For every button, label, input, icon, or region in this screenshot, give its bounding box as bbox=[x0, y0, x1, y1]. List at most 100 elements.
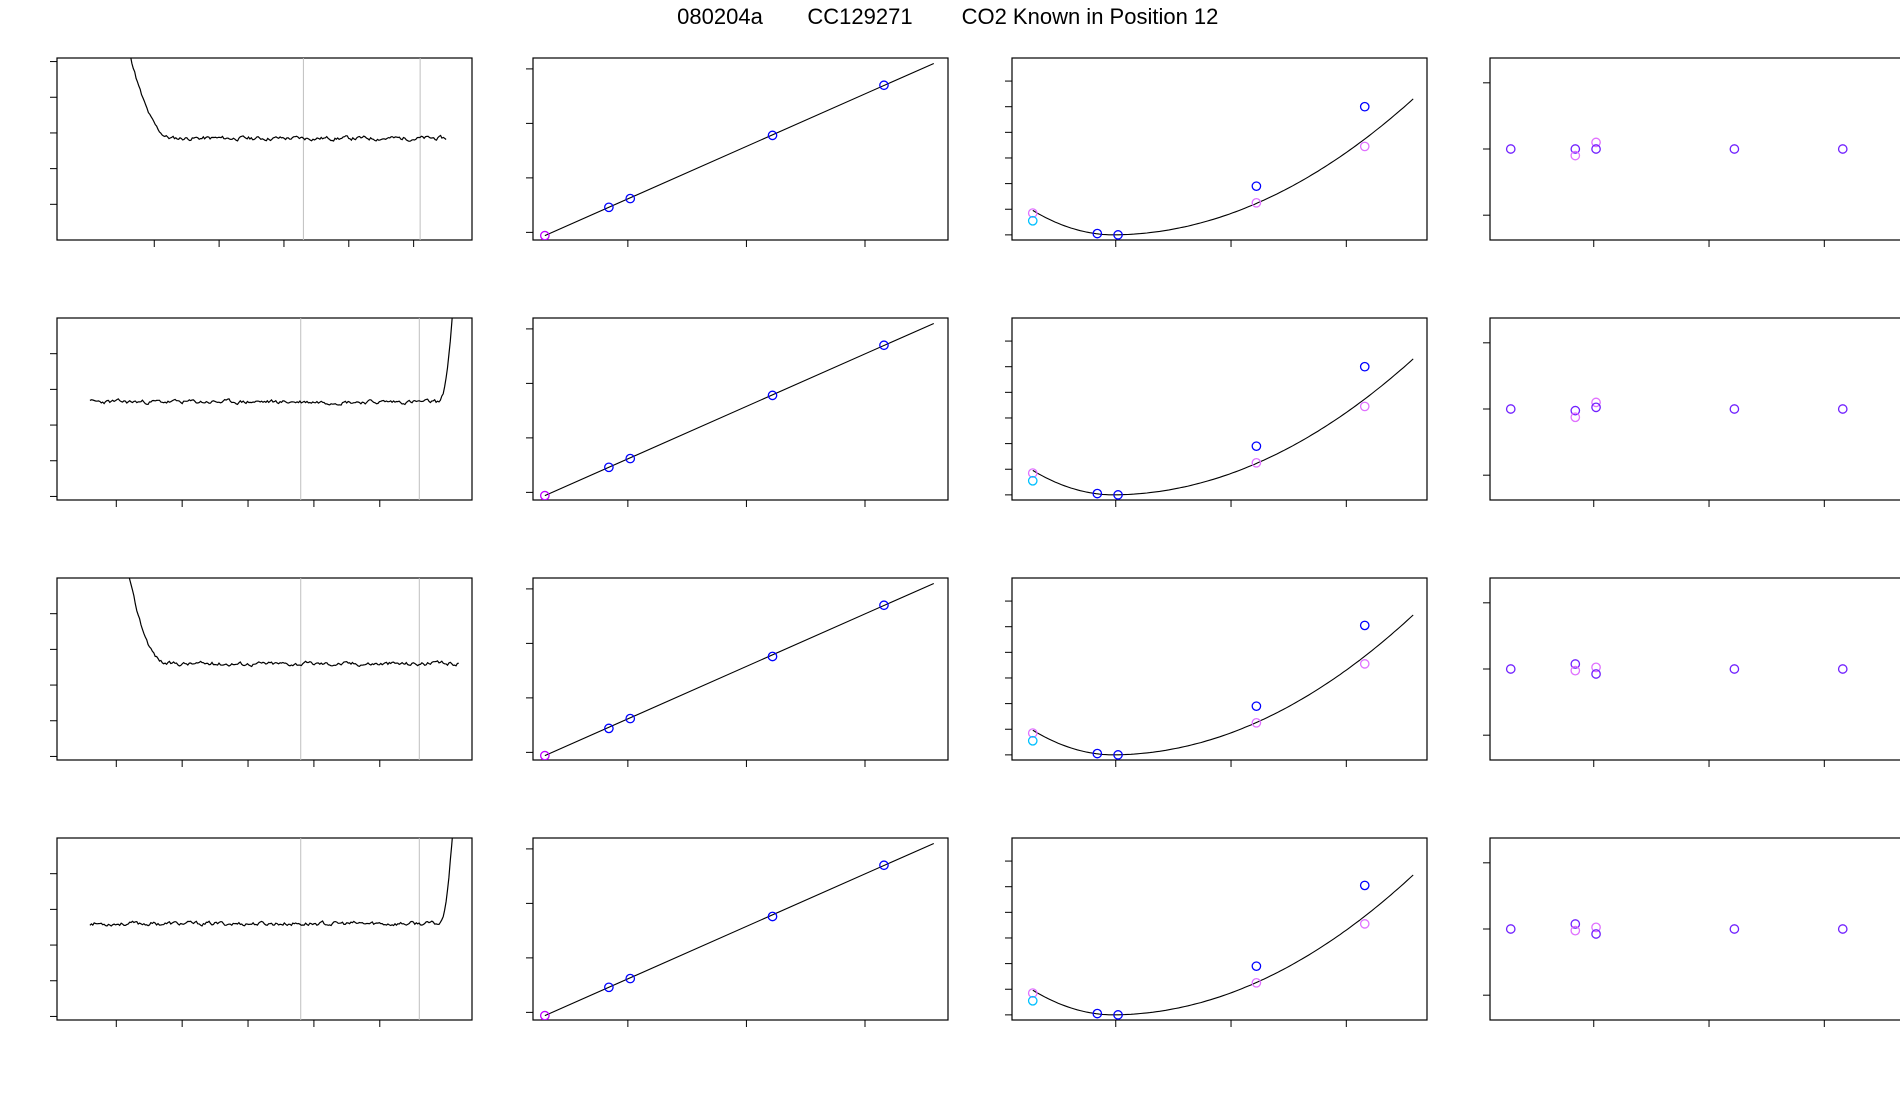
data-point bbox=[1251, 701, 1262, 712]
data-point bbox=[1729, 144, 1740, 154]
data-point bbox=[1591, 662, 1601, 673]
panel-r1-c0 bbox=[50, 317, 473, 507]
data-point bbox=[625, 713, 636, 724]
data-point bbox=[1027, 208, 1038, 218]
data-point bbox=[767, 651, 778, 662]
data-point bbox=[1359, 620, 1370, 631]
data-point bbox=[1113, 490, 1123, 500]
data-point bbox=[1359, 880, 1370, 891]
data-point bbox=[1729, 924, 1740, 934]
data-point bbox=[1837, 664, 1848, 674]
data-point bbox=[1027, 728, 1038, 738]
series-trace bbox=[89, 838, 453, 927]
fit-line bbox=[544, 842, 934, 1017]
plot-area bbox=[540, 322, 934, 500]
data-point bbox=[1092, 228, 1103, 239]
data-point bbox=[540, 750, 550, 760]
plot-frame bbox=[1011, 837, 1428, 1021]
data-point bbox=[879, 600, 889, 611]
data-point bbox=[1570, 659, 1581, 669]
data-point bbox=[1570, 144, 1581, 154]
data-point bbox=[1591, 929, 1601, 939]
panel-r0-c0 bbox=[50, 57, 473, 247]
data-point bbox=[1027, 215, 1038, 226]
plot-area bbox=[1027, 874, 1414, 1020]
plot-frame bbox=[56, 57, 473, 241]
data-point bbox=[1251, 441, 1262, 452]
plot-area bbox=[540, 842, 934, 1020]
data-point bbox=[1359, 659, 1370, 669]
data-point bbox=[1505, 664, 1516, 674]
data-point bbox=[1729, 404, 1740, 414]
panel-r3-c0 bbox=[50, 837, 473, 1027]
series-trace bbox=[130, 58, 447, 142]
plot-area bbox=[1505, 137, 1848, 161]
plot-area bbox=[130, 58, 447, 240]
fit-line bbox=[544, 582, 934, 757]
panel-r2-c2 bbox=[1005, 577, 1428, 767]
panel-r2-c1 bbox=[526, 577, 949, 767]
plot-area bbox=[1505, 919, 1848, 939]
data-point bbox=[604, 982, 614, 993]
data-point bbox=[1359, 361, 1370, 372]
plot-frame bbox=[1011, 57, 1428, 241]
panel-r1-c3 bbox=[1483, 317, 1900, 507]
fit-line bbox=[544, 62, 934, 237]
data-point bbox=[1251, 977, 1262, 988]
plot-area bbox=[1027, 614, 1414, 760]
fit-curve bbox=[1032, 358, 1414, 496]
panel-r3-c1 bbox=[526, 837, 949, 1027]
data-point bbox=[540, 230, 550, 240]
data-point bbox=[625, 453, 636, 464]
plot-area bbox=[1505, 397, 1848, 423]
plot-frame bbox=[1011, 577, 1428, 761]
data-point bbox=[1359, 919, 1370, 929]
plot-area bbox=[128, 578, 459, 760]
data-point bbox=[625, 193, 636, 204]
plot-area bbox=[1027, 358, 1414, 500]
data-point bbox=[1113, 230, 1123, 240]
data-point bbox=[625, 973, 636, 984]
series-trace bbox=[128, 578, 459, 668]
data-point bbox=[604, 462, 614, 473]
data-point bbox=[1505, 144, 1516, 154]
plot-area bbox=[1027, 98, 1414, 240]
plot-frame bbox=[1011, 317, 1428, 501]
data-point bbox=[1251, 961, 1262, 972]
data-point bbox=[1505, 924, 1516, 934]
plot-area bbox=[89, 318, 453, 500]
data-point bbox=[1837, 924, 1848, 934]
data-point bbox=[1251, 181, 1262, 192]
panel-grid bbox=[50, 57, 1900, 1027]
panel-r3-c2 bbox=[1005, 837, 1428, 1027]
plot-area bbox=[540, 62, 934, 240]
fit-curve bbox=[1032, 614, 1414, 756]
data-point bbox=[879, 860, 889, 871]
data-point bbox=[767, 130, 778, 141]
panel-r1-c2 bbox=[1005, 317, 1428, 507]
data-point bbox=[1027, 988, 1038, 998]
data-point bbox=[1092, 748, 1103, 759]
data-point bbox=[604, 202, 614, 213]
data-point bbox=[1837, 144, 1848, 154]
data-point bbox=[1570, 919, 1581, 929]
data-point bbox=[1591, 397, 1601, 408]
plot-frame bbox=[56, 837, 473, 1021]
data-point bbox=[1729, 664, 1740, 674]
plot-frame bbox=[532, 577, 949, 761]
data-point bbox=[1505, 404, 1516, 414]
panel-r1-c1 bbox=[526, 317, 949, 507]
data-point bbox=[879, 80, 889, 91]
panel-r0-c1 bbox=[526, 57, 949, 247]
data-point bbox=[1113, 750, 1123, 760]
data-point bbox=[1591, 402, 1601, 413]
data-point bbox=[1027, 475, 1038, 486]
data-point bbox=[1591, 669, 1601, 679]
data-point bbox=[1591, 144, 1601, 154]
data-point bbox=[604, 723, 614, 734]
data-point bbox=[1591, 137, 1601, 148]
data-point bbox=[1570, 412, 1581, 423]
fit-curve bbox=[1032, 874, 1414, 1016]
plot-area bbox=[89, 838, 453, 1020]
